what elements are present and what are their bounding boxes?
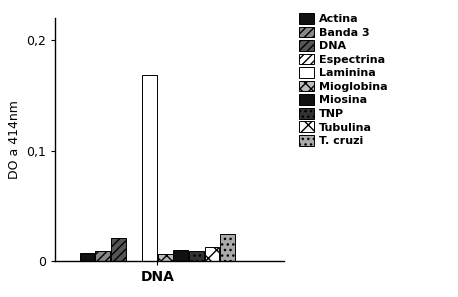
- Bar: [158, 254, 173, 261]
- Legend: Actina, Banda 3, DNA, Espectrina, Laminina, Mioglobina, Miosina, TNP, Tubulina, : Actina, Banda 3, DNA, Espectrina, Lamini…: [294, 9, 392, 151]
- Bar: [220, 234, 235, 261]
- Bar: [189, 251, 204, 261]
- Y-axis label: DO a 414nm: DO a 414nm: [7, 100, 21, 179]
- Bar: [80, 252, 94, 261]
- Bar: [174, 250, 188, 261]
- Bar: [95, 251, 110, 261]
- Bar: [111, 238, 125, 261]
- Bar: [142, 75, 157, 261]
- Bar: [205, 247, 219, 261]
